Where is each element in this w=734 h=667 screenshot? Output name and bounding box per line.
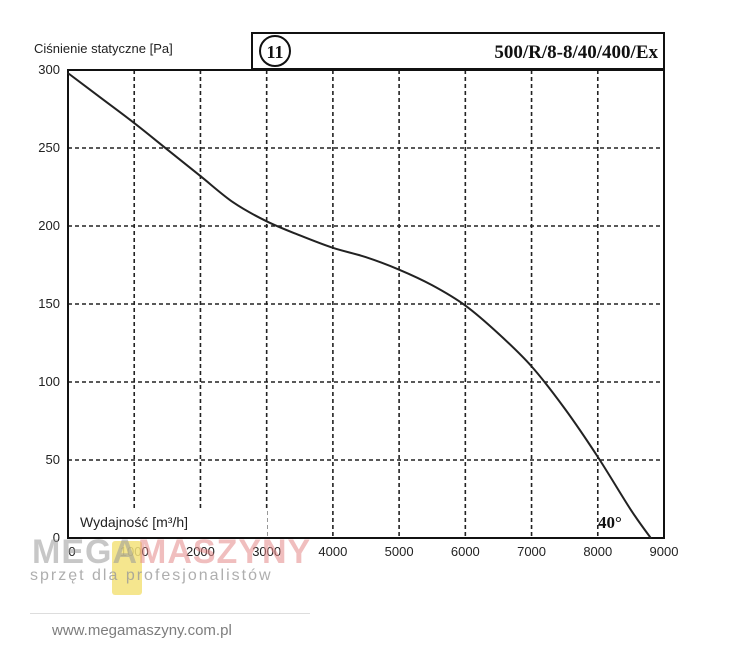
curve-point xyxy=(431,284,434,287)
plot-frame xyxy=(67,69,665,539)
x-tick-label: 6000 xyxy=(451,544,480,559)
x-tick-label: 3000 xyxy=(252,544,281,559)
chart-title: 500/R/8-8/40/400/Ex xyxy=(494,42,658,63)
badge-number: 11 xyxy=(266,42,283,62)
curve-point xyxy=(332,247,334,249)
fan-curve-line xyxy=(67,72,652,539)
y-tick-label: 300 xyxy=(38,62,60,77)
curve-point xyxy=(596,456,599,458)
title-box xyxy=(251,32,665,70)
x-tick-label: 0 xyxy=(68,544,75,559)
watermark-tagline: sprzęt dla profesjonalistów xyxy=(30,567,273,584)
watermark-brand: MEGAMASZYNY xyxy=(32,533,311,572)
x-tick-label: 2000 xyxy=(186,544,215,559)
watermark-brand-part2: MASZYNY xyxy=(138,533,312,571)
curve-point xyxy=(365,256,367,259)
x-tick-label: 5000 xyxy=(385,544,414,559)
curve-point xyxy=(630,509,632,511)
curve-point xyxy=(530,365,533,368)
watermark-logo-shape xyxy=(112,541,142,595)
y-tick-label: 0 xyxy=(53,530,60,545)
curve-point xyxy=(100,97,102,99)
x-tick-label: 7000 xyxy=(517,544,546,559)
curve-point xyxy=(649,537,652,539)
badge-circle xyxy=(259,35,291,67)
curve-point xyxy=(298,234,301,237)
y-tick-label: 50 xyxy=(46,452,60,467)
y-tick-label: 200 xyxy=(38,218,60,233)
curve-point xyxy=(464,304,467,307)
grid xyxy=(68,70,664,538)
curve-point xyxy=(67,72,69,74)
x-tick-label: 9000 xyxy=(650,544,679,559)
watermark-url: www.megamaszyny.com.pl xyxy=(52,622,232,639)
y-tick-label: 150 xyxy=(38,296,60,311)
curve-point xyxy=(133,122,136,124)
x-label-box xyxy=(69,508,267,537)
y-axis-label: Ciśnienie statyczne [Pa] xyxy=(34,41,173,56)
curve-point xyxy=(563,407,566,410)
watermark-brand-part1: MEGA xyxy=(32,533,138,571)
curve-point xyxy=(166,148,169,151)
watermark-divider xyxy=(30,613,310,614)
curve-point xyxy=(199,175,202,177)
x-axis-label: Wydajność [m³/h] xyxy=(80,514,188,530)
curve-point xyxy=(232,201,235,204)
blade-angle-annotation: 40° xyxy=(598,513,622,532)
curve-point xyxy=(398,268,400,271)
curve-points xyxy=(67,72,652,539)
y-tick-label: 250 xyxy=(38,140,60,155)
x-tick-label: 4000 xyxy=(318,544,347,559)
curve-point xyxy=(265,220,268,223)
x-tick-label: 8000 xyxy=(583,544,612,559)
curve-point xyxy=(497,332,500,335)
y-tick-label: 100 xyxy=(38,374,60,389)
